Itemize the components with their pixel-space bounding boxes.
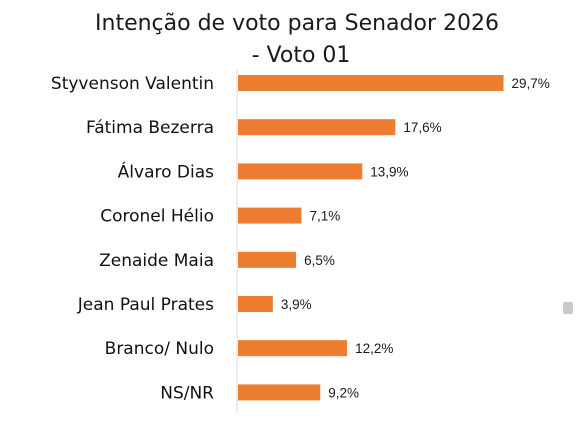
value-labels-group: 29,7% 17,6% 13,9% 7,1% 6,5% 3,9% 12,2% 9,2%: [281, 76, 550, 400]
category-label-0: Styvenson Valentin: [51, 74, 214, 94]
category-labels-group: Styvenson Valentin Fátima Bezerra Álvaro D…: [51, 74, 214, 403]
value-label-4: 6,5%: [304, 253, 335, 268]
value-label-0: 29,7%: [512, 76, 550, 91]
chart-title-line-1: Intenção de voto para Senador 2026: [95, 11, 499, 36]
value-label-7: 9,2%: [328, 385, 359, 400]
category-label-5: Jean Paul Prates: [77, 295, 214, 315]
value-label-1: 17,6%: [403, 120, 441, 135]
bar-6: [238, 340, 348, 357]
chart-title-line-2: - Voto 01: [252, 43, 351, 68]
bar-0: [238, 75, 504, 91]
bar-3: [238, 207, 302, 224]
category-label-1: Fátima Bezerra: [86, 118, 214, 138]
decorative-mark: [563, 302, 573, 314]
bar-1: [238, 119, 396, 136]
bar-4: [238, 251, 297, 268]
value-label-2: 13,9%: [370, 164, 408, 179]
bar-7: [238, 384, 321, 401]
category-label-2: Álvaro Dias: [118, 160, 214, 182]
value-label-6: 12,2%: [355, 341, 393, 356]
category-label-7: NS/NR: [160, 383, 214, 403]
category-label-4: Zenaide Maia: [99, 251, 214, 271]
value-label-5: 3,9%: [281, 297, 312, 312]
category-label-3: Coronel Hélio: [100, 207, 214, 227]
value-label-3: 7,1%: [309, 209, 340, 224]
category-label-6: Branco/ Nulo: [105, 339, 214, 359]
bar-5: [238, 296, 273, 312]
bars-group: [238, 75, 504, 401]
bar-2: [238, 163, 363, 180]
